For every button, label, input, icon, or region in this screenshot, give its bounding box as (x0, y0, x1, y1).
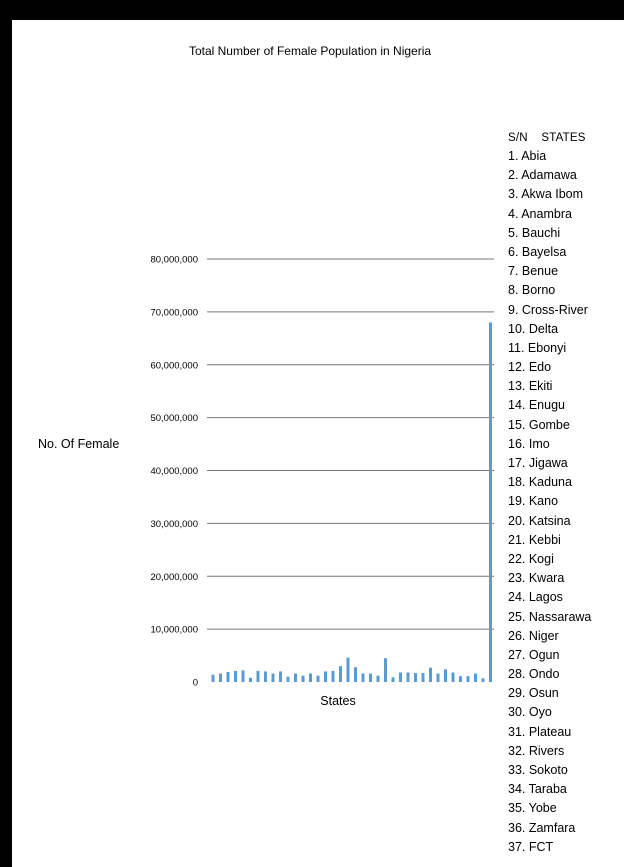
bar (369, 673, 372, 682)
bar (429, 667, 432, 682)
legend-item: 31. Plateau (508, 724, 572, 739)
bar (354, 667, 357, 682)
chart-title: Total Number of Female Population in Nig… (188, 44, 432, 58)
legend-item: 12. Edo (508, 360, 552, 375)
page-border-left (0, 0, 12, 867)
bar (466, 676, 470, 682)
legend-item: 11. Ebonyi (508, 340, 567, 355)
bar (241, 670, 245, 682)
legend-item: 23. Kwara (508, 571, 565, 586)
legend-item: 22. Kogi (508, 551, 554, 566)
legend-item: 2. Adamawa (508, 168, 577, 183)
bar (226, 671, 230, 682)
y-tick-label: 40,000,000 (150, 466, 198, 477)
bar (474, 673, 477, 682)
legend-item: 18. Kaduna (508, 475, 572, 490)
legend-item: 32. Rivers (508, 743, 565, 758)
legend-item: 7. Benue (508, 264, 559, 279)
legend-item: 5. Bauchi (508, 225, 561, 240)
legend-item: 13. Ekiti (508, 379, 553, 394)
legend-item: 28. Ondo (508, 667, 560, 682)
bar (309, 673, 312, 682)
bar (316, 675, 320, 682)
legend-item: 15. Gombe (508, 417, 570, 432)
bar (271, 673, 275, 682)
bar (399, 672, 402, 682)
bar (436, 673, 440, 682)
bar (339, 666, 342, 682)
y-tick-label: 80,000,000 (150, 255, 198, 266)
legend-item: 10. Delta (508, 321, 559, 336)
bar (219, 673, 222, 682)
y-tick-label: 10,000,000 (150, 625, 198, 636)
y-tick-label: 30,000,000 (150, 519, 198, 530)
legend-item: 19. Kano (508, 494, 559, 509)
legend-item: 26. Niger (508, 628, 559, 643)
legend-item: 16. Imo (508, 436, 550, 451)
legend-item: 29. Osun (508, 686, 559, 701)
legend-item: 37. FCT (508, 839, 554, 854)
legend-list: 1. Abia 2. Adamawa 3. Akwa Ibom 4. Anambra 5… (508, 147, 624, 857)
bar (376, 675, 380, 682)
bar (211, 674, 215, 682)
x-axis-title: States (320, 694, 356, 708)
bar (286, 676, 290, 682)
legend-item: 24. Lagos (508, 590, 563, 605)
legend-item: 36. Zamfara (508, 820, 576, 835)
bar (361, 673, 365, 682)
legend-item: 1. Abia (508, 149, 547, 163)
legend-item: 33. Sokoto (508, 763, 568, 777)
bar (406, 672, 410, 682)
legend-item: 9. Cross-River (508, 302, 588, 317)
bar (346, 657, 350, 682)
bar (301, 675, 305, 682)
legend-item: 20. Katsina (508, 513, 571, 528)
y-tick-label: 50,000,000 (150, 413, 198, 424)
legend-item: 17. Jigawa (508, 456, 568, 470)
page-border-top (0, 0, 624, 20)
legend-item: 4. Anambra (508, 206, 572, 221)
bar (459, 676, 462, 682)
bar (384, 658, 387, 682)
legend-header: S/N STATES (508, 132, 586, 144)
bar (324, 671, 327, 682)
legend-item: 6. Bayelsa (508, 244, 567, 259)
bar (391, 677, 395, 682)
legend-item: 14. Enugu (508, 398, 565, 413)
y-tick-label: 20,000,000 (150, 572, 198, 583)
legend-item: 27. Ogun (508, 647, 560, 662)
bar (421, 673, 425, 682)
y-tick-label: 60,000,000 (150, 360, 198, 371)
bar (489, 322, 492, 682)
legend-item: 35. Yobe (508, 801, 557, 816)
y-axis-title: No. Of Female (38, 437, 120, 451)
legend-item: 3. Akwa Ibom (508, 187, 584, 202)
legend-item: 21. Kebbi (508, 532, 561, 547)
bar (294, 673, 297, 682)
y-tick-label: 0 (193, 678, 198, 689)
bar (451, 672, 455, 682)
state-legend: S/N STATES 1. Abia 2. Adamawa 3. Akwa Ibom… (508, 130, 624, 857)
bar (256, 670, 260, 682)
bar (444, 669, 447, 682)
bar (481, 678, 485, 682)
bar (279, 671, 282, 682)
legend-item: 8. Borno (508, 283, 556, 298)
bar (414, 673, 417, 682)
bar (331, 670, 335, 682)
y-tick-label: 70,000,000 (150, 307, 198, 318)
bar (264, 671, 267, 682)
bar (249, 677, 252, 682)
legend-item: 30. Oyo (508, 705, 552, 720)
legend-item: 25. Nassarawa (508, 609, 592, 624)
legend-item: 34. Taraba (508, 782, 567, 797)
bar (234, 670, 237, 682)
